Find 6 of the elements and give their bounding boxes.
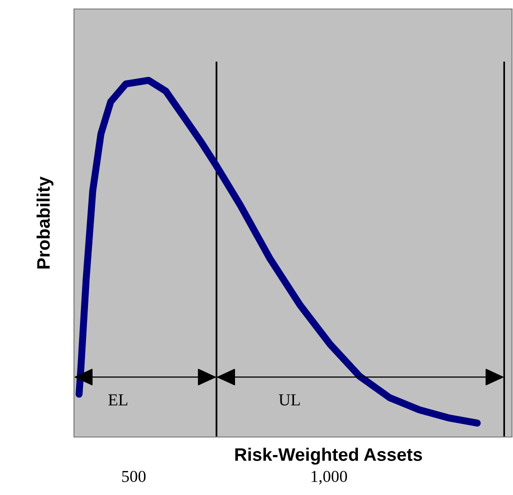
annotation: EL <box>108 394 128 406</box>
y-axis-title: Probability <box>36 176 54 268</box>
annotation: UL <box>278 394 300 406</box>
x-tick-label: 500 <box>122 470 146 482</box>
x-tick-label: 1,000 <box>312 470 348 484</box>
x-axis-title: Risk-Weighted Assets <box>235 448 422 465</box>
